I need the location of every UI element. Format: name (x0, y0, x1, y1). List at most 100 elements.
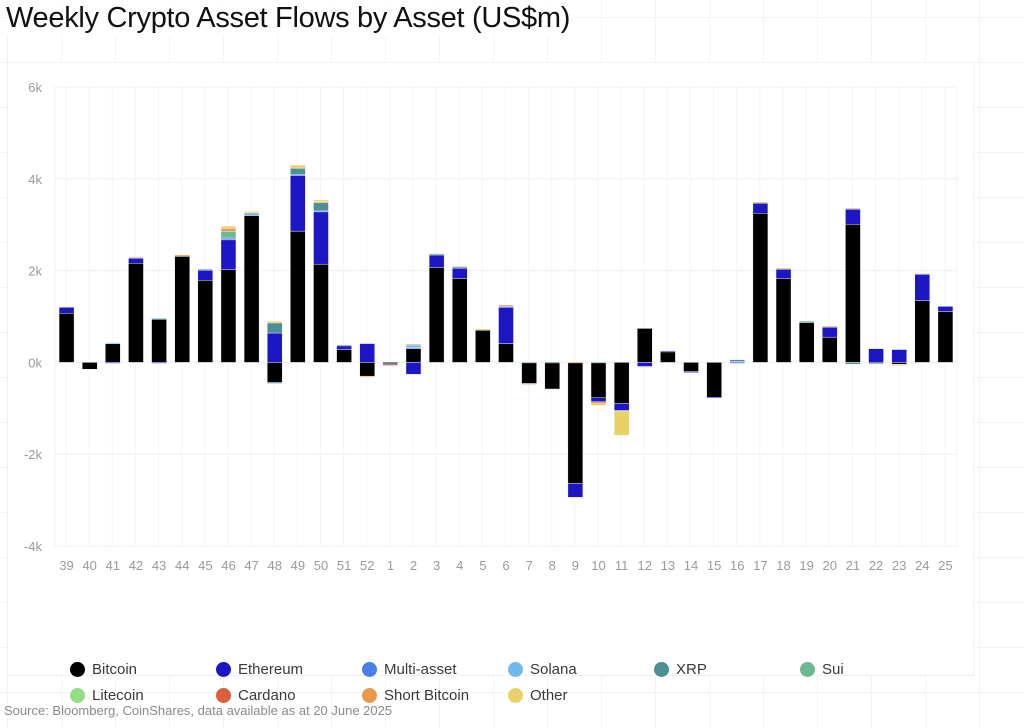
bar-stack (336, 344, 352, 363)
x-tick-label: 46 (221, 558, 235, 573)
legend-swatch-icon (70, 662, 85, 677)
bar-segment-xrp (868, 363, 884, 365)
bar-segment-xrp (267, 322, 283, 334)
bar-stack (475, 328, 491, 363)
x-tick-label: 8 (549, 558, 556, 573)
bar-segment-bitcoin (752, 213, 769, 363)
x-tick-label: 42 (129, 558, 143, 573)
y-tick-label: 6k (28, 80, 42, 95)
bar-segment-ethereum (891, 349, 907, 363)
x-tick-label: 10 (591, 558, 605, 573)
bar-segment-bitcoin (313, 263, 329, 363)
bar-segment-ethereum (267, 332, 283, 363)
bar-stack (313, 199, 329, 363)
bar-segment-bitcoin (498, 343, 514, 363)
bar-segment-bitcoin (521, 362, 537, 384)
bar-segment-short-bitcoin (567, 361, 584, 364)
legend-label: Ethereum (238, 661, 304, 678)
bar-segment-bitcoin (290, 230, 306, 363)
bar-segment-ethereum (706, 397, 722, 399)
bar-stack (637, 328, 653, 368)
legend-swatch-icon (70, 688, 85, 703)
legend: Bitcoin Ethereum Multi-asset Solana XRP Sui Li… (70, 661, 950, 704)
bar-segment-short-bitcoin (382, 364, 399, 366)
legend-label: Multi-asset (384, 661, 457, 678)
x-tick-label: 47 (244, 558, 258, 573)
x-tick-label: 15 (707, 558, 721, 573)
legend-item: Sui (800, 661, 946, 678)
x-tick-label: 7 (526, 558, 533, 573)
bar-segment-bitcoin (58, 313, 75, 363)
chart-card: 6k 4k 2k 0k -2k -4k 39 40 41 42 43 44 45 46 47 48 49 50 5… (7, 62, 974, 704)
x-tick-label: 22 (869, 558, 883, 573)
x-axis-ticks: 39 40 41 42 43 44 45 46 47 48 49 50 51 52 1 2 3 4 5 6 7 8 9 10 1… (59, 558, 952, 573)
bar-segment-bitcoin (105, 343, 121, 363)
bar-stack (567, 361, 584, 499)
bar-segment-short-bitcoin (405, 343, 422, 346)
y-axis-ticks: 6k 4k 2k 0k -2k -4k (24, 80, 43, 554)
legend-item: Cardano (216, 687, 362, 704)
x-tick-label: 3 (433, 558, 440, 573)
bar-segment-ethereum (452, 268, 468, 279)
bar-stack (128, 257, 144, 363)
x-tick-label: 19 (799, 558, 813, 573)
bar-stack (798, 320, 815, 363)
bar-segment-bitcoin (567, 362, 584, 484)
bar-segment-bitcoin (197, 280, 214, 363)
x-tick-label: 23 (892, 558, 906, 573)
bar-stack (891, 349, 907, 366)
bars (58, 164, 954, 499)
bar-segment-bitcoin (590, 362, 607, 398)
bar-segment-bitcoin (475, 330, 491, 363)
y-tick-label: 2k (28, 264, 42, 279)
bar-segment-other (267, 320, 283, 324)
bar-segment-bitcoin (174, 256, 190, 363)
bar-segment-sui (798, 320, 815, 323)
bar-segment-ethereum (405, 362, 422, 375)
legend-swatch-icon (508, 662, 523, 677)
bar-segment-ethereum (313, 211, 329, 265)
bar-segment-ethereum (290, 174, 306, 232)
bar-segment-bitcoin (706, 362, 722, 398)
bar-segment-other (220, 225, 237, 229)
x-tick-label: 25 (938, 558, 952, 573)
legend-swatch-icon (800, 662, 815, 677)
legend-label: Solana (530, 661, 577, 678)
x-tick-label: 11 (615, 558, 629, 573)
legend-swatch-icon (362, 662, 377, 677)
legend-item: Bitcoin (70, 661, 216, 678)
bar-segment-ethereum (914, 274, 931, 301)
legend-swatch-icon (654, 662, 669, 677)
bar-segment-sui (521, 361, 537, 364)
bar-segment-bitcoin (220, 269, 237, 363)
bar-segment-ethereum (567, 483, 584, 498)
bar-stack (660, 350, 676, 363)
bar-segment-short-bitcoin (174, 254, 190, 257)
bar-segment-bitcoin (151, 319, 167, 363)
bar-segment-other (637, 366, 653, 368)
bar-stack (822, 325, 838, 363)
bar-segment-solana (405, 344, 422, 348)
x-tick-label: 9 (572, 558, 579, 573)
x-tick-label: 17 (753, 558, 767, 573)
bar-stack (845, 207, 861, 365)
legend-item: Multi-asset (362, 661, 508, 678)
bar-segment-ethereum (613, 403, 630, 411)
bar-stack (220, 225, 237, 363)
bar-stack (729, 359, 745, 364)
bar-stack (81, 362, 98, 370)
bar-segment-ethereum (822, 326, 838, 338)
bar-stack (937, 306, 954, 363)
bar-stack (405, 343, 422, 375)
bar-segment-bitcoin (937, 311, 954, 363)
source-note: Source: Bloomberg, CoinShares, data avai… (4, 703, 393, 718)
bar-stack (267, 320, 283, 384)
bar-stack (590, 361, 607, 406)
bar-segment-other (914, 273, 931, 275)
bar-segment-bitcoin (637, 328, 653, 363)
bar-segment-short-bitcoin (521, 383, 537, 385)
bar-segment-bitcoin (660, 351, 676, 363)
bar-segment-solana (151, 318, 167, 320)
bar-segment-ethereum (590, 397, 607, 403)
legend-item: Other (508, 687, 654, 704)
